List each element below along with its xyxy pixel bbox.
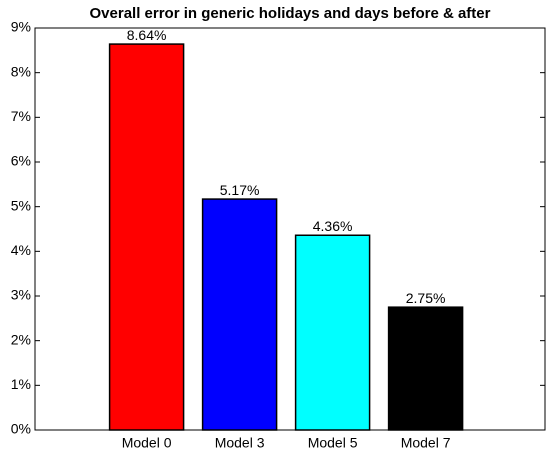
x-tick-label: Model 5	[308, 435, 358, 451]
y-tick-label: 6%	[11, 153, 31, 169]
bar	[387, 306, 464, 431]
value-label: 8.64%	[127, 27, 167, 43]
y-tick-label: 3%	[11, 287, 31, 303]
y-tick-label: 2%	[11, 331, 31, 347]
x-tick-label: Model 0	[122, 435, 172, 451]
bar	[294, 234, 371, 431]
x-tick-label: Model 7	[401, 435, 451, 451]
value-label: 2.75%	[406, 290, 446, 306]
axes-box	[34, 27, 546, 431]
y-tick-label: 8%	[11, 63, 31, 79]
y-tick-label: 1%	[11, 376, 31, 392]
value-label: 4.36%	[313, 218, 353, 234]
y-tick-label: 5%	[11, 197, 31, 213]
bar	[201, 198, 278, 431]
y-tick-label: 4%	[11, 242, 31, 258]
x-tick-label: Model 3	[215, 435, 265, 451]
y-tick-label: 7%	[11, 108, 31, 124]
y-tick-label: 9%	[11, 19, 31, 35]
chart-title: Overall error in generic holidays and da…	[90, 5, 491, 22]
bar	[108, 43, 185, 431]
value-label: 5.17%	[220, 182, 260, 198]
y-tick-label: 0%	[11, 421, 31, 437]
